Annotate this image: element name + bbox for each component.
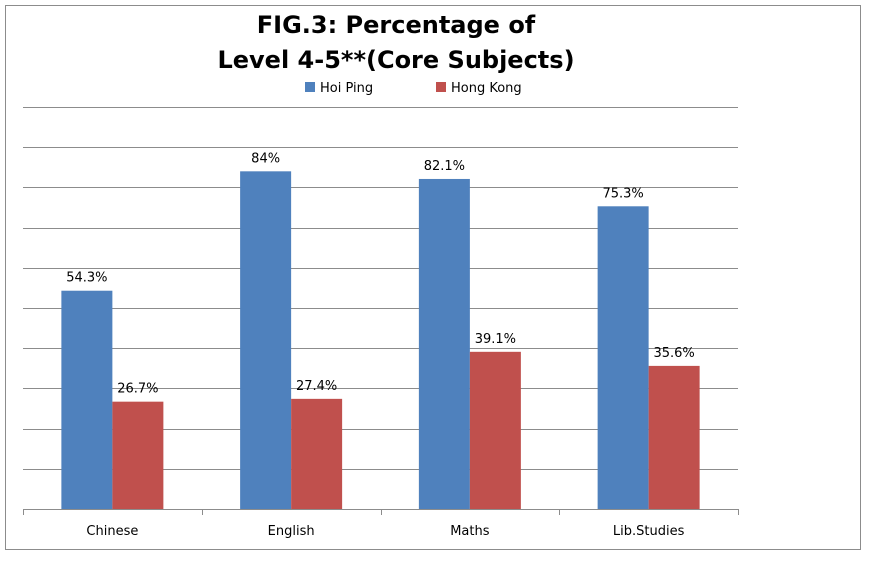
data-label-hong-kong-maths: 39.1% — [475, 332, 516, 347]
bar-hong-kong-maths — [469, 351, 521, 509]
legend-swatch-hoi-ping — [305, 82, 315, 92]
chart-title-line-1: FIG.3: Percentage of — [257, 11, 536, 39]
bar-hong-kong-lib-studies — [648, 365, 700, 509]
bar-hong-kong-english — [291, 398, 343, 509]
data-label-hong-kong-english: 27.4% — [296, 379, 337, 394]
data-label-hong-kong-lib-studies: 35.6% — [653, 346, 694, 361]
chart-title-line-2: Level 4-5**(Core Subjects) — [217, 46, 574, 74]
data-label-hoi-ping-maths: 82.1% — [424, 159, 465, 174]
bar-hoi-ping-chinese — [61, 290, 113, 509]
category-label-english: English — [268, 524, 315, 539]
legend-swatch-hong-kong — [436, 82, 446, 92]
category-label-lib-studies: Lib.Studies — [613, 524, 685, 539]
legend-label-hong-kong: Hong Kong — [451, 81, 522, 96]
bar-hoi-ping-maths — [418, 178, 470, 509]
plot-area: 54.3% 26.7% Chinese 84% 27.4% English 82.1% 39.… — [23, 107, 739, 539]
data-label-hoi-ping-chinese: 54.3% — [66, 271, 107, 286]
bar-hoi-ping-english — [240, 171, 292, 509]
category-label-chinese: Chinese — [86, 524, 138, 539]
bar-hoi-ping-lib-studies — [597, 206, 649, 509]
legend: Hoi Ping Hong Kong — [305, 81, 522, 96]
legend-label-hoi-ping: Hoi Ping — [320, 81, 373, 96]
data-label-hoi-ping-lib-studies: 75.3% — [602, 186, 643, 201]
data-label-hong-kong-chinese: 26.7% — [117, 382, 158, 397]
data-label-hoi-ping-english: 84% — [251, 151, 280, 166]
category-label-maths: Maths — [450, 524, 490, 539]
bar-hong-kong-chinese — [112, 401, 164, 509]
